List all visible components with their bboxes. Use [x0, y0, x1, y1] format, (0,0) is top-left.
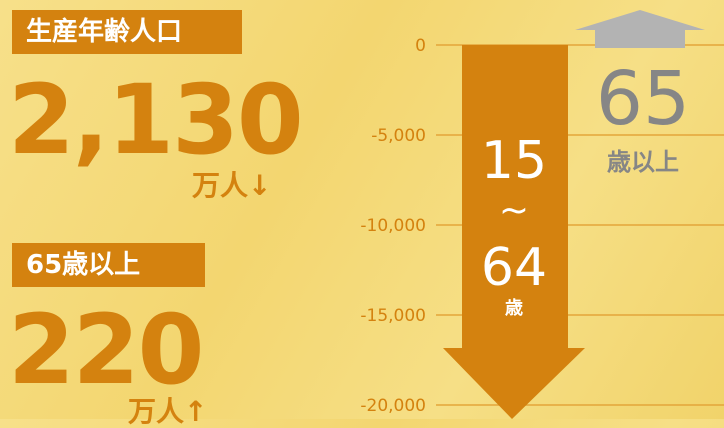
arrow-label: ~	[499, 190, 529, 231]
y-tick-label: -15,000	[360, 306, 426, 326]
down-arrow	[443, 45, 585, 419]
y-tick-label: -10,000	[360, 216, 426, 236]
y-tick-label: 0	[415, 36, 426, 56]
arrow-label: 歳	[505, 298, 523, 319]
stat-value: 2,130	[8, 64, 304, 176]
stat-value: 220	[8, 294, 204, 406]
age-label: 65	[596, 56, 690, 142]
stat-label: 生産年齢人口	[12, 10, 242, 54]
age-unit: 歳以上	[607, 148, 679, 176]
y-tick-label: -5,000	[371, 126, 426, 146]
arrow-label: 64	[481, 238, 547, 298]
stat-unit: 万人↓	[192, 169, 272, 202]
stat-label: 65歳以上	[12, 243, 205, 287]
axis-chart: 15 ~ 64 歳 65 歳以上 0 -5,000 -10,000 -15,000 -2…	[360, 10, 724, 419]
up-arrow	[575, 10, 705, 48]
arrow-label: 15	[481, 131, 547, 191]
y-tick-label: -20,000	[360, 396, 426, 416]
